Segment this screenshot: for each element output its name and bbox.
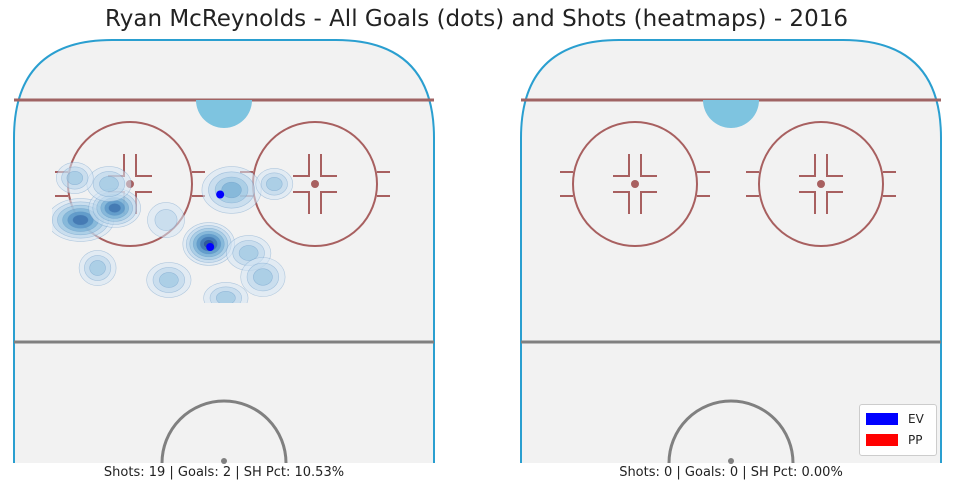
goal-crease bbox=[196, 100, 252, 128]
legend-swatch-pp bbox=[866, 434, 898, 446]
goal-dot bbox=[206, 243, 215, 251]
rink-left bbox=[13, 39, 435, 464]
heat-contour bbox=[238, 245, 259, 261]
heat-contour bbox=[66, 171, 84, 185]
faceoff-circle-right bbox=[746, 121, 896, 247]
center-circle bbox=[667, 399, 795, 464]
legend-entry-ev: EV bbox=[866, 412, 924, 426]
heat-contour bbox=[159, 272, 179, 288]
goal-crease bbox=[703, 100, 759, 128]
heat-contour bbox=[108, 203, 121, 213]
faceoff-l-mark bbox=[613, 191, 630, 214]
faceoff-l-mark bbox=[826, 191, 843, 214]
heat-contour bbox=[72, 214, 89, 226]
caption-right: Shots: 0 | Goals: 0 | SH Pct: 0.00% bbox=[619, 465, 843, 480]
center-circle bbox=[160, 399, 288, 464]
goal-dots bbox=[206, 190, 225, 251]
chart-title: Ryan McReynolds - All Goals (dots) and S… bbox=[105, 6, 848, 32]
center-dot bbox=[221, 458, 227, 464]
faceoff-circle-left bbox=[560, 121, 710, 247]
faceoff-l-mark bbox=[293, 154, 310, 177]
rink-boards bbox=[520, 39, 942, 463]
heat-contour bbox=[216, 291, 236, 303]
center-dot bbox=[728, 458, 734, 464]
faceoff-ring bbox=[572, 121, 698, 247]
shot-heatmap bbox=[52, 162, 294, 303]
faceoff-l-mark bbox=[320, 154, 337, 177]
legend: EV PP bbox=[859, 404, 937, 456]
faceoff-dot bbox=[311, 180, 319, 188]
legend-label-pp: PP bbox=[908, 433, 923, 447]
faceoff-l-mark bbox=[826, 154, 843, 177]
faceoff-l-mark bbox=[640, 154, 657, 177]
faceoff-l-mark bbox=[799, 191, 816, 214]
heat-contour bbox=[253, 268, 273, 286]
heat-contour bbox=[221, 181, 242, 199]
caption-left: Shots: 19 | Goals: 2 | SH Pct: 10.53% bbox=[103, 465, 345, 480]
faceoff-l-mark bbox=[135, 154, 152, 177]
goal-dot bbox=[216, 190, 225, 199]
faceoff-l-mark bbox=[799, 154, 816, 177]
faceoff-l-mark bbox=[640, 191, 657, 214]
rink-right bbox=[520, 39, 942, 464]
faceoff-l-mark bbox=[293, 191, 310, 214]
legend-swatch-ev bbox=[866, 413, 898, 425]
faceoff-ring bbox=[758, 121, 884, 247]
legend-label-ev: EV bbox=[908, 412, 924, 426]
faceoff-dot bbox=[631, 180, 639, 188]
heat-contour bbox=[154, 209, 178, 231]
heat-contour bbox=[89, 260, 106, 276]
legend-entry-pp: PP bbox=[866, 433, 922, 447]
faceoff-l-mark bbox=[320, 191, 337, 214]
heat-contour bbox=[99, 176, 119, 192]
faceoff-l-mark bbox=[613, 154, 630, 177]
heat-contour bbox=[266, 177, 283, 191]
faceoff-dot bbox=[817, 180, 825, 188]
